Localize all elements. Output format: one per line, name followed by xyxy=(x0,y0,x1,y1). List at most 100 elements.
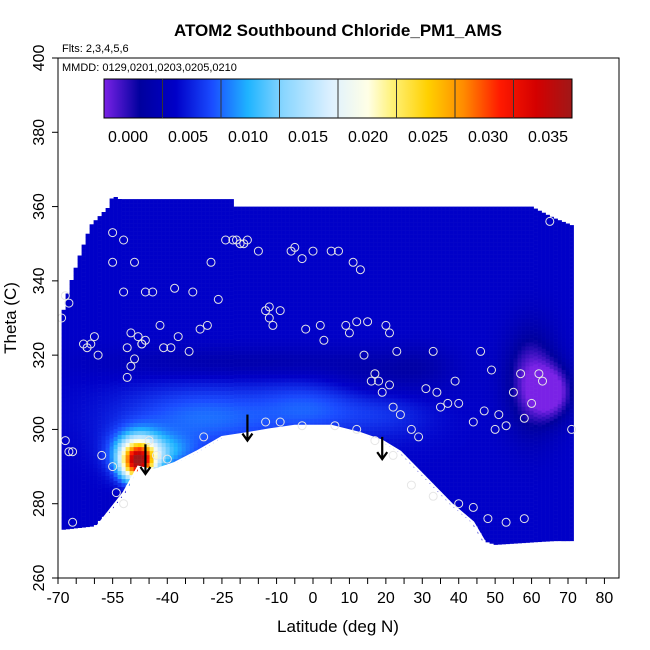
heat-cell xyxy=(321,258,326,263)
heat-cell xyxy=(297,206,302,211)
heat-cell xyxy=(113,337,118,342)
heat-cell xyxy=(241,294,246,299)
heat-cell xyxy=(97,308,102,313)
heat-cell xyxy=(249,246,254,251)
heat-cell xyxy=(293,282,298,287)
heat-cell xyxy=(105,472,110,477)
heat-cell xyxy=(61,457,66,463)
heat-cell xyxy=(77,507,82,512)
heat-cell xyxy=(125,207,130,212)
heat-cell xyxy=(177,259,182,264)
heat-cell xyxy=(261,274,266,279)
heat-cell xyxy=(61,381,66,387)
heat-cell xyxy=(81,372,86,377)
heat-cell xyxy=(377,318,382,323)
heat-cell xyxy=(105,256,110,261)
heat-cell xyxy=(257,410,262,415)
heat-cell xyxy=(365,314,370,319)
heat-cell xyxy=(189,403,194,408)
heat-cell xyxy=(153,351,158,356)
heat-cell xyxy=(189,279,194,284)
heat-cell xyxy=(341,394,346,399)
heat-cell xyxy=(157,207,162,212)
heat-cell xyxy=(113,489,118,494)
heat-cell xyxy=(189,451,194,455)
heat-cell xyxy=(225,355,230,360)
heat-cell xyxy=(205,343,210,348)
heat-cell xyxy=(65,417,70,422)
heat-cell xyxy=(149,351,154,356)
heat-cell xyxy=(189,367,194,372)
heat-cell xyxy=(309,374,314,379)
heat-cell xyxy=(145,239,150,244)
heat-cell xyxy=(281,366,286,371)
heat-cell xyxy=(317,394,322,399)
heat-cell xyxy=(157,199,162,204)
heat-cell xyxy=(89,360,94,365)
heat-cell xyxy=(305,210,310,215)
heat-cell xyxy=(261,342,266,347)
heat-cell xyxy=(153,435,158,440)
heat-cell xyxy=(345,378,350,383)
heat-cell xyxy=(249,222,254,227)
heat-cell xyxy=(205,315,210,320)
heat-cell xyxy=(153,415,158,420)
heat-cell xyxy=(125,215,130,220)
heat-cell xyxy=(193,447,198,452)
heat-cell xyxy=(205,311,210,316)
heat-cell xyxy=(181,211,186,216)
heat-cell xyxy=(185,303,190,308)
heat-cell xyxy=(357,410,362,415)
heat-cell xyxy=(81,328,86,333)
heat-cell xyxy=(129,199,134,204)
heat-cell xyxy=(333,330,338,335)
heat-cell xyxy=(117,327,122,332)
heat-cell xyxy=(189,407,194,412)
heat-cell xyxy=(221,407,226,412)
heat-cell xyxy=(269,374,274,379)
heat-cell xyxy=(93,300,98,305)
heat-cell xyxy=(65,381,70,386)
heat-cell xyxy=(297,406,302,411)
heat-cell xyxy=(141,347,146,352)
heat-cell xyxy=(61,313,66,319)
heat-cell xyxy=(305,278,310,283)
heat-cell xyxy=(197,303,202,308)
heat-cell xyxy=(353,226,358,231)
heat-cell xyxy=(77,463,82,468)
heat-cell xyxy=(173,319,178,324)
heat-cell xyxy=(233,418,238,423)
heat-cell xyxy=(121,291,126,296)
heat-cell xyxy=(349,402,354,407)
heat-cell xyxy=(321,338,326,343)
heat-cell xyxy=(365,410,370,415)
heat-cell xyxy=(261,358,266,363)
heat-cell xyxy=(261,414,266,419)
heat-cell xyxy=(129,403,134,408)
heat-cell xyxy=(225,223,230,228)
heat-cell xyxy=(89,300,94,305)
heat-cell xyxy=(137,299,142,304)
heat-cell xyxy=(129,307,134,312)
heat-cell xyxy=(137,267,142,272)
chart-title: ATOM2 Southbound Chloride_PM1_AMS xyxy=(174,21,502,40)
heat-cell xyxy=(65,517,70,522)
heat-cell xyxy=(261,322,266,327)
heat-cell xyxy=(325,374,330,379)
heat-cell xyxy=(69,476,74,481)
heat-cell xyxy=(373,270,378,275)
heat-cell xyxy=(233,414,238,419)
heat-cell xyxy=(317,242,322,247)
heat-cell xyxy=(341,250,346,255)
heat-cell xyxy=(149,295,154,300)
heat-cell xyxy=(145,459,150,464)
heat-cell xyxy=(205,239,210,244)
heat-cell xyxy=(257,298,262,303)
heat-cell xyxy=(77,303,82,308)
heat-cell xyxy=(177,451,182,456)
heat-cell xyxy=(297,230,302,235)
heat-cell xyxy=(193,223,198,228)
heat-cell xyxy=(209,379,214,384)
heat-cell xyxy=(329,418,334,423)
heat-cell xyxy=(357,386,362,391)
